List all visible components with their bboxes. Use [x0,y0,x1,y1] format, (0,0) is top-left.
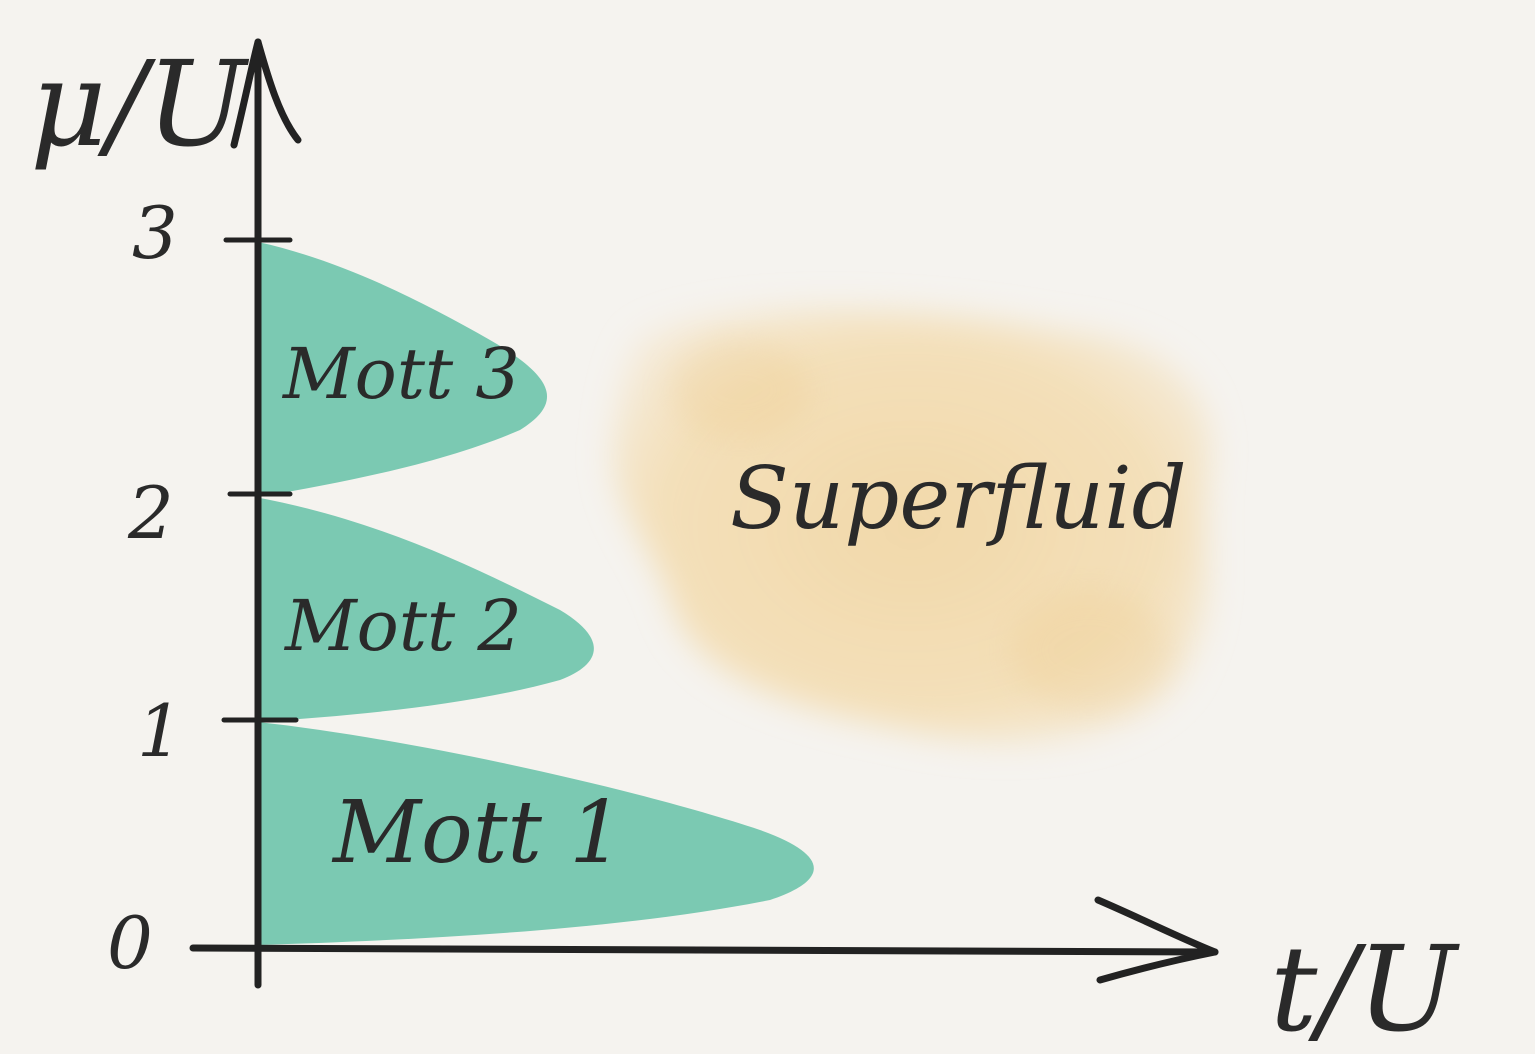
x-axis-label: t/U [1270,920,1460,1054]
tick-label-1: 1 [137,689,183,773]
tick-label-2: 2 [127,471,174,555]
mott-lobe-2 [255,497,594,722]
superfluid-label: Superfluid [730,449,1187,549]
tick-label-3: 3 [132,191,178,275]
superfluid-region [612,308,1212,744]
mott-1-label: Mott 1 [331,783,624,883]
mott-lobe-1 [258,722,814,945]
mott-lobe-3 [258,242,548,497]
tick-label-0: 0 [107,901,153,985]
y-axis [230,38,302,989]
y-axis-label: μ/U [30,35,249,173]
mott-2-label: Mott 2 [283,585,522,667]
x-axis [189,896,1219,984]
mott-3-label: Mott 3 [281,333,520,415]
